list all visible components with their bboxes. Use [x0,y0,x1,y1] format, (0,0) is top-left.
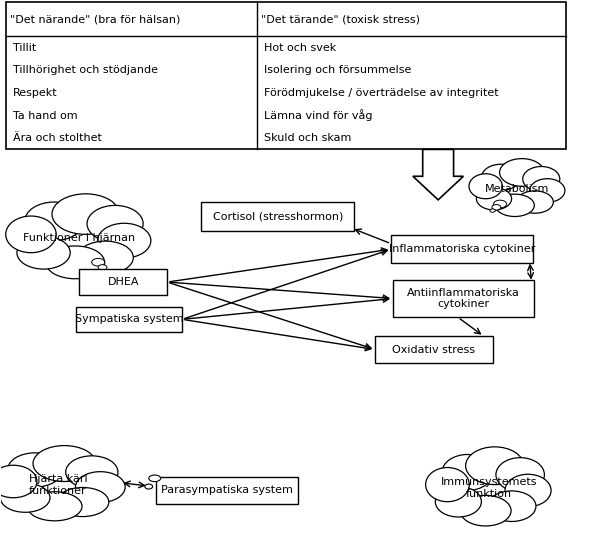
Text: Tillhörighet och stödjande: Tillhörighet och stödjande [13,66,158,75]
Ellipse shape [8,453,63,487]
Ellipse shape [530,179,565,202]
FancyBboxPatch shape [391,235,533,263]
Text: Hot och svek: Hot och svek [264,43,336,53]
Ellipse shape [66,456,118,488]
Ellipse shape [57,488,109,517]
Text: Cortisol (stresshormon): Cortisol (stresshormon) [213,211,343,222]
Ellipse shape [97,223,151,258]
Text: Ära och stolthet: Ära och stolthet [13,133,102,143]
Text: Skuld och skam: Skuld och skam [264,133,352,143]
Text: Oxidativ stress: Oxidativ stress [392,344,475,354]
Text: Funktioner i hjärnan: Funktioner i hjärnan [23,233,135,243]
Text: Inflammatoriska cytokiner: Inflammatoriska cytokiner [389,244,535,254]
Text: Metabolism: Metabolism [485,184,549,194]
Text: "Det närande" (bra för hälsan): "Det närande" (bra för hälsan) [10,14,181,24]
FancyBboxPatch shape [76,307,182,332]
Ellipse shape [426,468,469,502]
Ellipse shape [523,166,560,192]
Ellipse shape [487,491,536,521]
FancyBboxPatch shape [156,477,298,504]
Ellipse shape [46,246,104,279]
Ellipse shape [149,475,161,482]
Ellipse shape [500,159,544,186]
Text: Tillit: Tillit [13,43,36,53]
Ellipse shape [75,472,125,503]
Ellipse shape [476,187,512,210]
Ellipse shape [481,167,553,211]
Ellipse shape [442,458,536,518]
Ellipse shape [469,174,502,199]
FancyBboxPatch shape [79,269,167,295]
Ellipse shape [492,204,501,210]
Ellipse shape [24,206,133,271]
Polygon shape [413,149,463,200]
FancyBboxPatch shape [375,336,493,363]
Ellipse shape [442,455,493,490]
FancyBboxPatch shape [6,3,566,149]
Ellipse shape [6,216,56,253]
Ellipse shape [490,209,496,212]
Ellipse shape [104,271,109,274]
Text: Lämna vind för våg: Lämna vind för våg [264,110,373,121]
Ellipse shape [17,236,70,269]
Ellipse shape [0,465,37,498]
Ellipse shape [496,194,534,217]
Ellipse shape [27,491,82,521]
Text: "Det tärande" (toxisk stress): "Det tärande" (toxisk stress) [261,14,420,24]
Ellipse shape [145,484,153,489]
Ellipse shape [494,200,507,208]
Ellipse shape [1,483,50,512]
Ellipse shape [87,206,143,242]
Ellipse shape [460,495,511,526]
Ellipse shape [482,164,521,191]
Text: Respekt: Respekt [13,88,58,98]
Ellipse shape [52,194,119,234]
Text: Sympatiska system: Sympatiska system [75,315,183,325]
Text: Immunsystemets
funktion: Immunsystemets funktion [441,477,537,499]
Ellipse shape [33,446,96,482]
Ellipse shape [92,258,105,266]
Ellipse shape [435,487,481,517]
FancyBboxPatch shape [201,202,355,231]
Text: Parasympatiska system: Parasympatiska system [161,485,293,495]
Ellipse shape [77,241,133,274]
Text: Förödmjukelse / överträdelse av integritet: Förödmjukelse / överträdelse av integrit… [264,88,498,98]
Ellipse shape [24,202,84,241]
Ellipse shape [516,191,553,213]
FancyBboxPatch shape [393,280,534,317]
Ellipse shape [505,474,551,506]
Ellipse shape [98,264,107,270]
Text: Hjärta kärl
funktioner: Hjärta kärl funktioner [29,474,87,496]
Ellipse shape [496,458,544,492]
Text: Antiinflammatoriska
cytokiner: Antiinflammatoriska cytokiner [407,288,520,309]
Ellipse shape [466,447,524,485]
Text: Isolering och försummelse: Isolering och försummelse [264,66,411,75]
Ellipse shape [7,456,109,514]
Text: Ta hand om: Ta hand om [13,111,78,121]
Text: DHEA: DHEA [107,277,139,287]
